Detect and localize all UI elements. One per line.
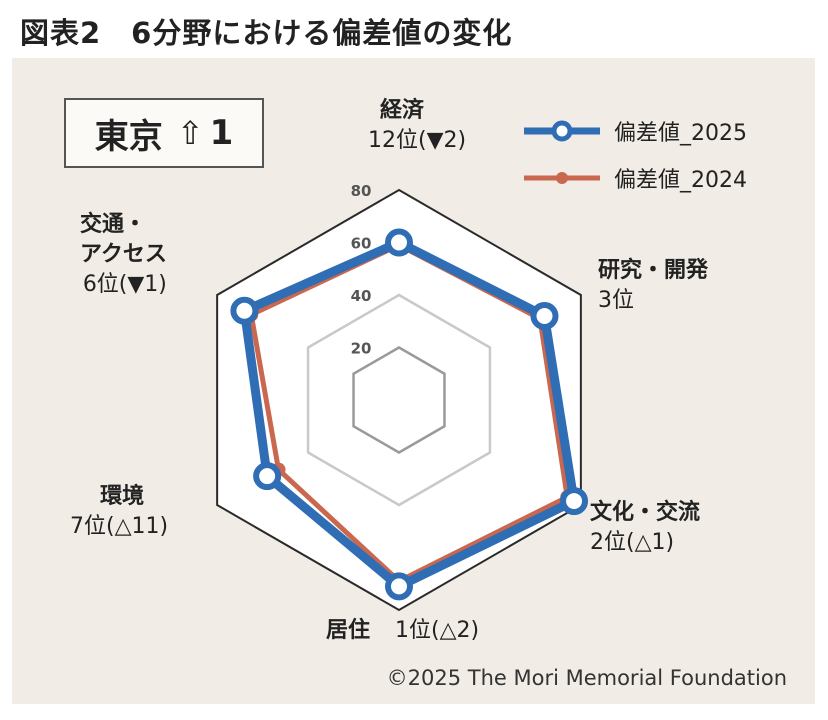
point-2025-5 bbox=[230, 296, 259, 325]
chart-panel: 20 40 60 80 東京 ⇧ 1 偏差値_2025 偏差値_2024 経済 12位… bbox=[12, 58, 815, 704]
point-2025-3 bbox=[385, 572, 413, 601]
axis-name-culture: 文化・交流 bbox=[590, 500, 701, 525]
axis-label-transport: 交通・ アクセス 6位(▼1) bbox=[80, 210, 167, 300]
city-rank-box: 東京 ⇧ 1 bbox=[64, 98, 264, 168]
axis-name-transport-line1: 交通・ bbox=[80, 212, 147, 237]
point-2025-2 bbox=[560, 487, 589, 516]
axis-label-research: 研究・開発 3位 bbox=[598, 256, 708, 316]
point-2025-4 bbox=[253, 462, 282, 491]
grid-ring-20 bbox=[352, 346, 446, 454]
ring-label-20: 20 bbox=[351, 340, 372, 358]
axis-rank-livability: 1位(△2) bbox=[395, 618, 480, 643]
axis-name-environment: 環境 bbox=[100, 484, 145, 509]
axis-name-research: 研究・開発 bbox=[598, 258, 709, 283]
figure-title: 図表2 6分野における偏差値の変化 bbox=[20, 16, 513, 50]
axis-rank-culture: 2位(△1) bbox=[590, 530, 675, 555]
legend-label-2025: 偏差値_2025 bbox=[614, 121, 747, 146]
ring-label-80: 80 bbox=[351, 182, 372, 200]
radar-chart: 20 40 60 80 bbox=[216, 182, 589, 612]
axis-label-livability: 居住 1位(△2) bbox=[326, 616, 479, 646]
axis-rank-economy: 12位(▼2) bbox=[368, 128, 467, 153]
axis-rank-transport: 6位(▼1) bbox=[82, 272, 167, 297]
point-2025-1 bbox=[530, 302, 559, 330]
rank-up-arrow-icon: ⇧ bbox=[176, 114, 204, 152]
ring-label-60: 60 bbox=[351, 235, 372, 253]
axis-rank-research: 3位 bbox=[598, 288, 634, 313]
legend-item-2024: 偏差値_2024 bbox=[520, 162, 747, 194]
copyright-credit: ©2025 The Mori Memorial Foundation bbox=[386, 666, 787, 690]
axis-name-economy: 経済 bbox=[380, 98, 425, 123]
legend-marker-2025 bbox=[524, 120, 600, 142]
grid-ring-40 bbox=[306, 293, 492, 507]
ring-label-40: 40 bbox=[351, 287, 372, 305]
axis-name-transport-line2: アクセス bbox=[80, 242, 167, 267]
legend-marker-2024 bbox=[524, 172, 600, 184]
axis-name-livability: 居住 bbox=[326, 618, 371, 643]
axis-label-environment: 環境 7位(△11) bbox=[70, 482, 168, 542]
axis-rank-environment: 7位(△11) bbox=[70, 514, 169, 539]
legend-item-2025: 偏差値_2025 bbox=[520, 115, 747, 147]
axis-label-economy: 経済 12位(▼2) bbox=[368, 96, 466, 156]
point-2025-0 bbox=[385, 228, 413, 257]
axis-label-culture: 文化・交流 2位(△1) bbox=[590, 498, 700, 558]
legend-label-2024: 偏差値_2024 bbox=[614, 168, 747, 193]
city-name: 東京 bbox=[94, 116, 163, 157]
city-rank: 1 bbox=[209, 113, 234, 153]
